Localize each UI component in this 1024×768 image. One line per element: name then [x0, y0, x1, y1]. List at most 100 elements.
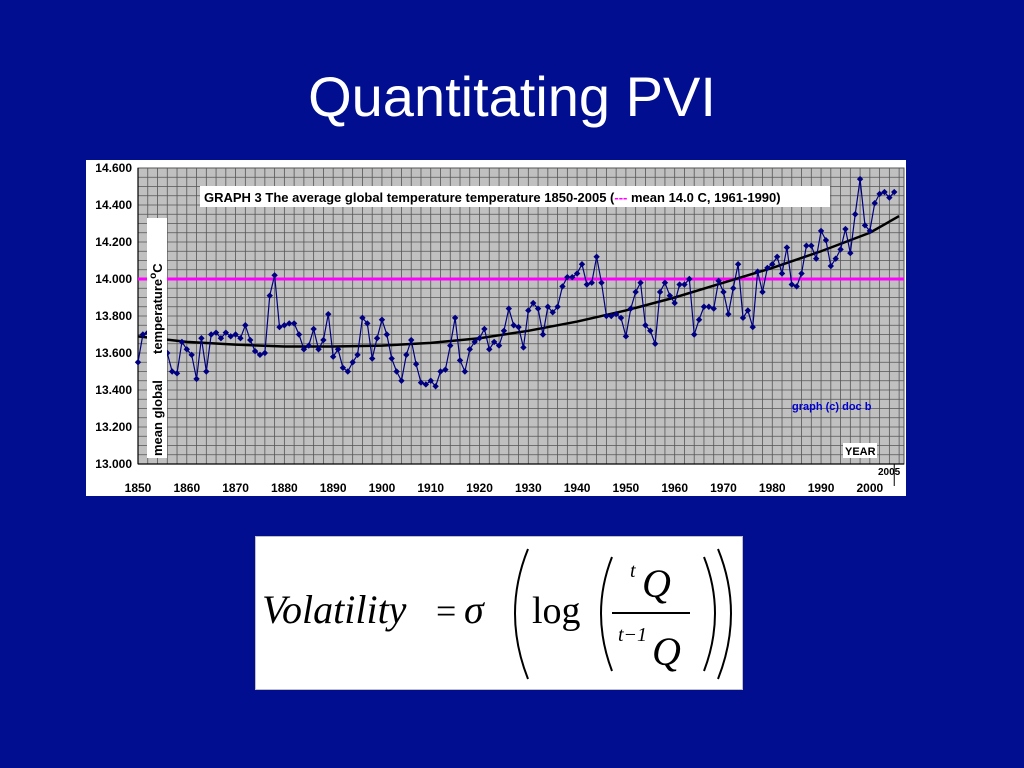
data-point — [720, 288, 727, 296]
data-point — [432, 383, 439, 390]
y-tick-label: 13.400 — [95, 383, 132, 397]
data-point — [217, 335, 225, 342]
data-point — [671, 299, 678, 307]
data-point — [359, 314, 366, 322]
temperature-chart: 13.000 13.200 13.400 13.600 13.800 14.000 14.2… — [86, 160, 906, 496]
data-point — [681, 281, 688, 288]
data-point — [603, 312, 610, 320]
data-point — [886, 194, 893, 201]
data-point — [769, 261, 776, 268]
data-point — [393, 368, 400, 375]
data-point — [871, 199, 878, 207]
data-point — [476, 335, 483, 342]
slide-title: Quantitating PVI — [308, 65, 716, 128]
data-point — [812, 255, 820, 262]
data-point — [852, 211, 859, 218]
x-tick-label: 1850 — [125, 481, 152, 495]
svg-text:mean global: mean global — [150, 380, 165, 456]
data-point — [315, 346, 322, 353]
x-tick-labels: 1850 1860 1870 1880 1890 1900 1910 1920 1930 1940… — [125, 481, 884, 495]
data-point — [695, 316, 703, 323]
data-point — [305, 342, 312, 349]
data-point — [481, 325, 488, 333]
data-point — [773, 253, 781, 260]
data-point — [803, 242, 810, 249]
data-point — [164, 349, 171, 357]
data-point — [827, 262, 835, 270]
data-point — [612, 310, 620, 318]
data-point — [198, 335, 205, 342]
data-point — [329, 353, 337, 360]
formula-equals: = — [436, 591, 456, 631]
y-tick-label: 13.200 — [95, 420, 132, 434]
formula-log: log — [532, 590, 581, 632]
data-point — [710, 305, 717, 312]
data-point — [749, 323, 756, 331]
data-point — [193, 375, 200, 383]
data-point — [134, 359, 142, 366]
data-point — [617, 314, 625, 322]
data-point — [461, 368, 469, 375]
y-tick-label: 14.200 — [95, 235, 132, 249]
outer-right-paren — [717, 548, 732, 680]
data-point — [300, 346, 308, 353]
data-point — [778, 270, 786, 277]
inner-left-paren — [600, 556, 613, 672]
data-point — [422, 381, 430, 388]
data-point — [651, 340, 659, 347]
data-point — [559, 283, 566, 290]
x-tick-label: 1860 — [173, 481, 200, 495]
data-point — [510, 322, 517, 329]
data-point — [403, 351, 410, 359]
data-point — [447, 342, 454, 349]
data-point — [261, 349, 269, 357]
data-point — [725, 310, 732, 318]
data-point — [266, 292, 273, 299]
data-point — [861, 222, 869, 229]
data-point — [437, 368, 444, 375]
data-point — [212, 329, 220, 336]
data-point — [173, 370, 181, 377]
data-point — [242, 322, 249, 329]
chart-title: GRAPH 3 The average global temperature t… — [204, 190, 781, 205]
data-point — [368, 355, 376, 362]
formula-canvas: Volatility = σ log t Q t−1 Q — [262, 548, 732, 680]
data-point — [168, 368, 176, 375]
data-point — [354, 351, 361, 359]
y-tick-label: 14.600 — [95, 161, 132, 175]
data-point — [227, 333, 234, 340]
data-point — [739, 314, 747, 322]
data-point — [642, 322, 649, 329]
data-point — [207, 331, 215, 338]
grid-lines — [137, 168, 904, 486]
data-point — [730, 285, 737, 292]
data-point — [271, 272, 278, 279]
data-point — [759, 288, 766, 296]
data-point — [744, 307, 752, 314]
x-tick-label: 1980 — [759, 481, 786, 495]
data-point — [647, 327, 654, 334]
data-point — [764, 264, 771, 272]
data-point — [398, 377, 405, 384]
numerator-superscript: t — [630, 560, 636, 582]
data-point — [505, 305, 513, 312]
volatility-formula: Volatility = σ log t Q t−1 Q — [255, 536, 743, 690]
data-point — [637, 279, 644, 286]
data-point — [842, 225, 849, 233]
data-point — [408, 336, 415, 344]
data-point — [378, 316, 386, 323]
data-point — [564, 273, 571, 281]
chart-title-box — [200, 186, 830, 207]
data-point — [471, 338, 478, 346]
data-point — [656, 288, 664, 296]
data-point — [373, 335, 381, 342]
data-point — [554, 303, 561, 310]
y-axis-label: mean global temperatureoC — [148, 263, 165, 456]
data-point — [237, 335, 244, 342]
data-point — [232, 331, 239, 338]
data-point — [705, 303, 713, 310]
x-tick-label: 1920 — [466, 481, 493, 495]
data-point — [891, 188, 898, 196]
formula-lhs: Volatility — [262, 587, 407, 632]
data-point — [456, 357, 464, 364]
